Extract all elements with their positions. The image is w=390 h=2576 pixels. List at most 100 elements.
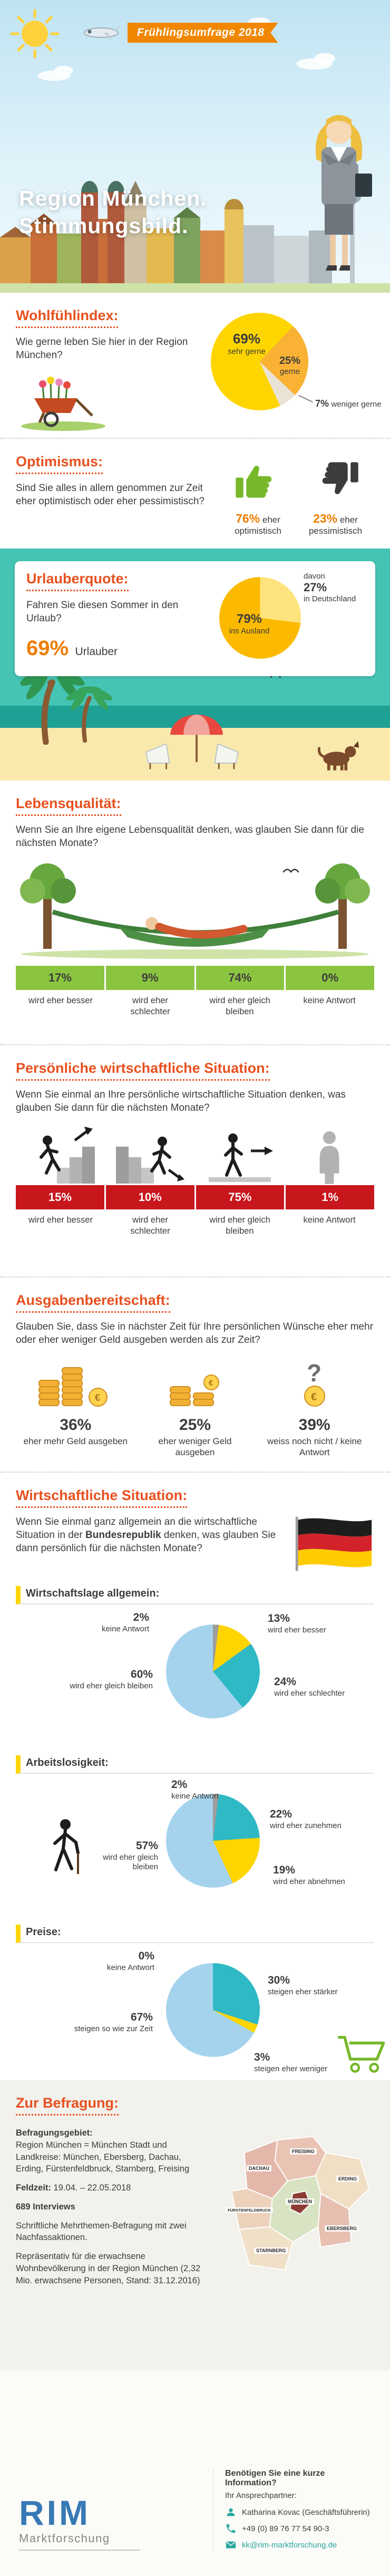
- beach-illustration: [0, 666, 390, 781]
- stat-pessimistic: 23% eher pessimistisch: [308, 512, 363, 536]
- urlaub-info-card: Urlauberquote: Fahren Sie diesen Sommer …: [15, 561, 375, 676]
- pie-slice-label: 69% sehr gerne: [228, 331, 266, 356]
- bar-value: 15%: [16, 1185, 106, 1210]
- wirtschaftslage-pie-chart: [166, 1625, 260, 1718]
- pie-slice-label: 3% steigen eher weniger: [254, 2051, 328, 2073]
- section-urlauberquote: Urlauberquote: Fahren Sie diesen Sommer …: [0, 549, 390, 781]
- section-question: Glauben Sie, dass Sie in nächster Zeit f…: [16, 1321, 374, 1346]
- coins-large-icon: €: [38, 1367, 108, 1407]
- pie-slice-label: 0% keine Antwort: [106, 1950, 154, 1972]
- section-heading: Zur Befragung:: [16, 2095, 119, 2116]
- rim-logo-subtitle: Marktforschung: [19, 2532, 110, 2545]
- dog-icon: [317, 741, 359, 771]
- subchart-heading: Wirtschaftslage allgemein:: [16, 1586, 374, 1604]
- svg-text:€: €: [209, 1379, 213, 1388]
- coins-small-icon: €: [170, 1374, 219, 1407]
- pie-slice-label: 25% gerne: [279, 355, 301, 376]
- sun-icon: [10, 9, 60, 59]
- section-ausgabenbereitschaft: Ausgabenbereitschaft: Glauben Sie, dass …: [0, 1276, 390, 1472]
- bar-value: 9%: [106, 966, 196, 991]
- german-flag-icon: [295, 1516, 372, 1571]
- sand: [0, 728, 390, 781]
- urlaub-pie-chart: [219, 577, 301, 659]
- palm-tree-icon: [66, 686, 113, 743]
- section-question: Wenn Sie einmal ganz allgemein an die wi…: [16, 1516, 276, 1554]
- airplane-icon: [84, 24, 121, 41]
- bar-category-labels: wird eher besser wird eher schlechter wi…: [28, 996, 356, 1016]
- urlauber-stat: 69% Urlauber: [26, 637, 118, 660]
- section-heading: Ausgabenbereitschaft:: [16, 1292, 170, 1313]
- section-heading: Optimismus:: [16, 454, 103, 474]
- section-wirtschaftliche-situation: Wirtschaftliche Situation: Wenn Sie einm…: [0, 1472, 390, 2080]
- contact-phone-row: +49 (0) 89 76 77 54 90-3: [225, 2523, 371, 2534]
- bar-category-labels: wird eher besser wird eher schlechter wi…: [28, 1215, 356, 1236]
- subchart-arbeitslosigkeit: Arbeitslosigkeit: 2% keine Antwort 22% wir…: [16, 1755, 374, 1911]
- subchart-heading: Preise:: [16, 1925, 374, 1943]
- section-optimismus: Optimismus: Sind Sie alles in allem geno…: [0, 438, 390, 549]
- thumbs-down-icon: [322, 462, 358, 494]
- woman-illustration: [316, 115, 372, 271]
- wohlfuehlindex-pie-chart: [211, 313, 308, 410]
- pie-slice-label: 19% wird eher abnehmen: [273, 1864, 345, 1886]
- email-icon: [226, 2541, 236, 2549]
- pie-slice-label: 67% steigen so wie zur Zeit: [74, 2011, 153, 2033]
- arbeitslosigkeit-pie-chart: [166, 1794, 260, 1888]
- walking-person-icon: [53, 1819, 80, 1874]
- pie-slice-label: 13% wird eher besser: [268, 1612, 326, 1635]
- section-heading: Wirtschaftliche Situation:: [16, 1487, 188, 1508]
- page-title: Region München. Stimmungsbild.: [19, 185, 207, 240]
- subchart-heading: Arbeitslosigkeit:: [16, 1755, 374, 1774]
- header-illustration: Frühlingsumfrage 2018: [0, 0, 390, 293]
- section-heading: Urlauberquote:: [26, 571, 129, 591]
- coin-question-icon: ? €: [304, 1359, 325, 1407]
- survey-banner: Frühlingsumfrage 2018: [128, 23, 278, 43]
- spend-more-stat: € 36% eher mehr Geld ausgeben: [16, 1358, 135, 1458]
- svg-text:€: €: [95, 1392, 100, 1403]
- region-map: DACHAU FREISING ERDING FÜRSTENFELDBRUCK …: [221, 2127, 374, 2291]
- map-label: EBERSBERG: [325, 2225, 359, 2232]
- section-question: Wenn Sie an Ihre eigene Lebensqualität d…: [16, 824, 364, 849]
- section-question: Wenn Sie einmal an Ihre persönliche wirt…: [16, 1089, 346, 1114]
- bar-value: 0%: [321, 971, 339, 985]
- email-address[interactable]: kk@rim-marktforschung.de: [242, 2540, 337, 2550]
- section-question: Wie gerne leben Sie hier in der Region M…: [16, 337, 188, 361]
- spend-less-stat: € 25% eher weniger Geld ausgeben: [135, 1358, 255, 1458]
- section-persoenliche-wirtschaftliche-situation: Persönliche wirtschaftliche Situation: W…: [0, 1044, 390, 1276]
- person-grey-icon: [319, 1131, 339, 1184]
- map-label: FREISING: [290, 2148, 317, 2155]
- section-heading: Wohlfühlindex:: [16, 307, 119, 328]
- munich-skyline-illustration: [0, 158, 390, 293]
- pie-slice-label: 24% wird eher schlechter: [274, 1676, 345, 1698]
- pie-slice-label: 2% keine Antwort: [171, 1779, 219, 1801]
- pie-slice-label: 79% ins Ausland: [229, 612, 270, 636]
- walking-flat-icon: [209, 1133, 273, 1183]
- map-label: FÜRSTENFELDBRUCK: [226, 2207, 274, 2213]
- pie-slice-label: 22% wird eher zunehmen: [270, 1808, 342, 1830]
- pie-slice-label: 7% weniger gerne: [315, 398, 382, 409]
- map-label: ERDING: [336, 2176, 359, 2182]
- logo-divider: [19, 2550, 140, 2551]
- pie-slice-label: 2% keine Antwort: [101, 1611, 149, 1633]
- cloud: [296, 53, 336, 70]
- stairs-down-icon: [116, 1137, 184, 1184]
- pws-bar-chart: 15% 10% 75% 1%: [16, 1185, 374, 1210]
- footer: RIM Marktforschung Benötigen Sie eine ku…: [0, 2370, 390, 2576]
- subchart-preise: Preise: 0% keine Antwort 30% steigen eher …: [16, 1925, 385, 2080]
- bar-value: 1%: [321, 1190, 339, 1204]
- stairs-up-icon: [40, 1127, 95, 1184]
- rim-logo-text: RIM: [19, 2493, 91, 2533]
- spend-unknown-stat: ? € 39% weiss noch nicht / keine Antwort: [267, 1359, 362, 1458]
- stat-optimistic: 76% eher optimistisch: [235, 512, 281, 536]
- cloud: [37, 65, 73, 81]
- section-lebensqualitaet: Lebensqualität: Wenn Sie an Ihre eigene …: [0, 781, 390, 1044]
- survey-method-text: Befragungsgebiet: Region München = Münche…: [16, 2128, 201, 2285]
- section-question: Sind Sie alles in allem genommen zur Zei…: [16, 483, 204, 507]
- section-heading: Lebensqualität:: [16, 795, 121, 816]
- person-icon: [227, 2508, 235, 2516]
- contact-email-row: kk@rim-marktforschung.de: [225, 2539, 371, 2551]
- pie-slice-label: 60% wird eher gleich bleiben: [70, 1668, 153, 1690]
- contact-heading: Benötigen Sie eine kurze Information?: [225, 2469, 325, 2487]
- contact-person-row: Katharina Kovac (Geschäftsführerin): [225, 2506, 371, 2518]
- preise-pie-chart: [166, 1963, 260, 2057]
- plane-banner: Frühlingsumfrage 2018: [79, 21, 278, 44]
